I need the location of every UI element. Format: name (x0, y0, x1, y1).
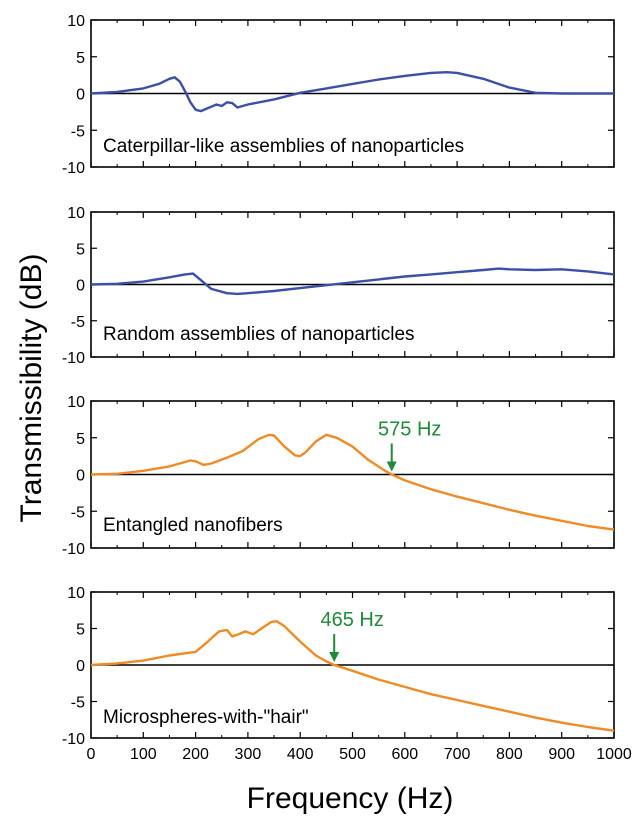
panel-label: Caterpillar-like assemblies of nanoparti… (103, 136, 464, 157)
y-tick-label: 10 (67, 205, 85, 222)
y-tick-label: -5 (71, 123, 85, 140)
x-tick-label: 1000 (596, 746, 632, 763)
y-tick-label: 10 (67, 13, 85, 30)
x-tick-label: 200 (182, 746, 209, 763)
y-tick-label: -5 (71, 695, 85, 712)
x-tick-label: 500 (339, 746, 366, 763)
x-tick-label: 600 (391, 746, 418, 763)
annotation-arrow-head (386, 461, 397, 472)
series-line (90, 267, 615, 296)
y-tick-label: -10 (62, 731, 85, 748)
y-tick-label: 5 (76, 431, 85, 448)
y-tick-label: -10 (62, 160, 85, 177)
y-tick-label: 0 (76, 658, 85, 675)
panel-2: 10 5 0 -5 -10 Random assemblies of nanopartic… (62, 205, 615, 367)
panel-3: 10 5 0 -5 -10 Entangled nanofibers 575 Hz (62, 394, 615, 558)
y-tick-label: 0 (76, 468, 85, 485)
panel-4: 0 100 200 300 400 500 600 700 800 900 1000 10 5 0 -5 -1… (62, 585, 632, 763)
y-tick-label: -5 (71, 504, 85, 521)
y-tick-label: -5 (71, 314, 85, 331)
x-tick-label: 0 (87, 746, 96, 763)
panel-1: 10 5 0 -5 -10 Caterpillar-like assemblies of … (62, 13, 615, 177)
y-tick-label: 0 (76, 87, 85, 104)
y-tick-label: -10 (62, 541, 85, 558)
y-tick-label: 0 (76, 278, 85, 295)
x-tick-label: 400 (287, 746, 314, 763)
panel-label: Entangled nanofibers (103, 515, 283, 536)
y-tick-label: 5 (76, 50, 85, 67)
y-axis-title: Transmissibility (dB) (15, 254, 48, 523)
panel-label: Random assemblies of nanoparticles (103, 324, 415, 345)
y-tick-label: 5 (76, 622, 85, 639)
x-tick-label: 100 (130, 746, 157, 763)
y-tick-label: 10 (67, 394, 85, 411)
y-tick-label: 5 (76, 241, 85, 258)
panels: 10 5 0 -5 -10 Caterpillar-like assemblies of … (62, 13, 632, 763)
annotation-arrow-head (329, 652, 340, 662)
y-tick-label: 10 (67, 585, 85, 602)
annotation-label: 575 Hz (378, 419, 441, 441)
panel-label: Microspheres-with-"hair" (103, 707, 309, 728)
x-tick-label: 800 (496, 746, 523, 763)
series-line (90, 620, 615, 732)
x-tick-label: 700 (444, 746, 471, 763)
x-tick-label: 300 (235, 746, 262, 763)
series-line (90, 71, 614, 113)
series-line (90, 433, 615, 531)
y-tick-label: -10 (62, 350, 85, 367)
x-axis-title: Frequency (Hz) (247, 782, 454, 815)
annotation-label: 465 Hz (321, 609, 384, 631)
x-tick-label: 900 (548, 746, 575, 763)
